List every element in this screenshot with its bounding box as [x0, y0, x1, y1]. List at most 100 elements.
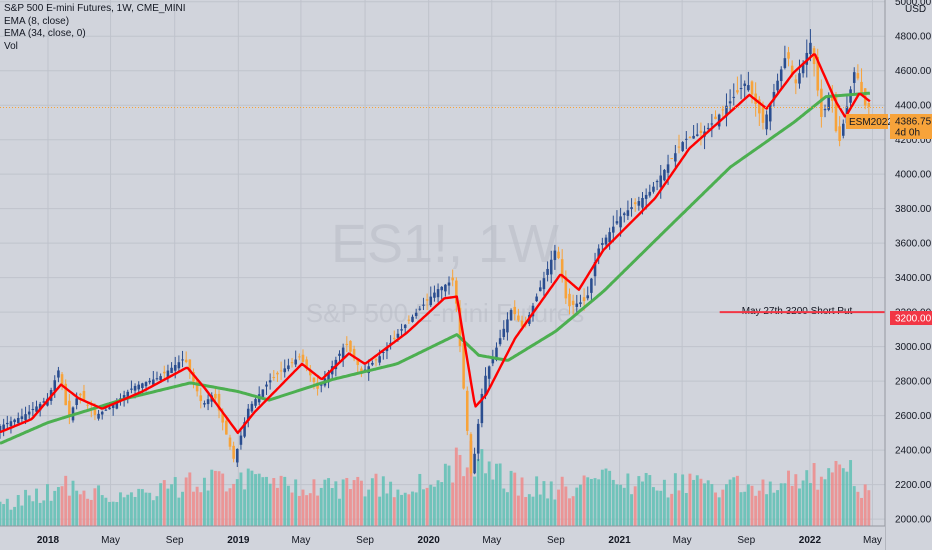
candle-body	[97, 413, 100, 419]
candle-body	[852, 72, 856, 83]
candle-body	[141, 383, 144, 388]
volume-bar	[619, 484, 623, 526]
volume-bar	[24, 489, 28, 526]
volume-bar	[140, 489, 144, 526]
volume-bar	[790, 485, 794, 526]
volume-bar	[27, 495, 31, 526]
candle-body	[586, 295, 590, 299]
candle-body	[491, 356, 495, 364]
volume-bar	[381, 476, 385, 526]
volume-bar	[2, 504, 6, 526]
legend-volume[interactable]: Vol	[4, 40, 18, 52]
candle-body	[776, 80, 779, 91]
volume-bar	[830, 472, 834, 526]
candle-body	[177, 362, 181, 369]
candle-body	[184, 359, 188, 363]
candle-body	[38, 403, 42, 411]
volume-bar	[852, 486, 856, 526]
volume-bar	[542, 481, 546, 526]
legend-ema-fast[interactable]: EMA (8, close)	[4, 15, 70, 27]
candle-body	[385, 347, 389, 352]
volume-bar	[254, 474, 257, 526]
volume-bar	[524, 497, 528, 526]
candle-body	[648, 191, 652, 196]
volume-bar	[9, 509, 13, 526]
candle-body	[79, 393, 82, 396]
candle-body	[553, 250, 557, 261]
candle-body	[842, 123, 845, 136]
volume-bar	[352, 480, 356, 526]
price-axis-bg	[885, 0, 932, 550]
volume-bar	[359, 480, 363, 526]
volume-bar	[166, 488, 170, 526]
candle-body	[411, 316, 414, 322]
candle-body	[626, 210, 630, 216]
volume-bar	[856, 491, 860, 526]
price-tick-label: 4600.00	[895, 66, 932, 77]
volume-bar	[549, 481, 553, 526]
volume-bar	[31, 501, 35, 526]
volume-bar	[407, 494, 411, 526]
legend-symbol[interactable]: S&P 500 E-mini Futures, 1W, CME_MINI	[4, 3, 186, 14]
time-tick-label: Sep	[737, 535, 755, 546]
time-tick-label: 2018	[37, 535, 60, 546]
price-axis[interactable]: 2000.00 2200.00 2400.00 2600.00 2800.00 3000.…	[884, 0, 932, 550]
volume-bar	[659, 490, 663, 526]
candle-body	[560, 259, 564, 279]
short-put-line[interactable]: May 27th 3200 Short Put	[719, 306, 885, 317]
candle-body	[159, 376, 162, 381]
candle-body	[685, 138, 688, 140]
candle-body	[641, 198, 644, 208]
candle-body	[615, 221, 619, 224]
volume-bar	[571, 496, 575, 526]
candle-body	[268, 380, 272, 383]
volume-bar	[845, 471, 849, 526]
volume-bar	[867, 490, 871, 526]
candle-body	[407, 319, 411, 321]
candle-body	[100, 411, 104, 415]
candle-body	[261, 389, 265, 397]
candle-body	[827, 95, 830, 110]
volume-bar	[754, 495, 758, 526]
time-tick-label: 2021	[608, 535, 631, 546]
volume-bar	[644, 472, 648, 526]
ema-8-line	[0, 53, 871, 435]
volume-bar	[535, 476, 539, 526]
volume-bar	[476, 459, 480, 526]
candle-body	[396, 333, 400, 338]
price-badges: 3200.00 ESM2022 4386.75 4d 0h	[846, 114, 932, 325]
volume-bar	[327, 478, 331, 526]
candle-body	[458, 307, 462, 347]
candle-body	[666, 164, 670, 173]
candle-body	[739, 88, 743, 90]
volume-bar	[706, 480, 710, 526]
volume-bar	[129, 492, 133, 526]
candle-body	[290, 362, 294, 364]
candle-body	[133, 385, 137, 391]
candle-body	[860, 81, 863, 95]
candle-body	[838, 126, 841, 141]
candle-body	[82, 390, 86, 401]
candle-body	[236, 448, 239, 463]
candle-body	[9, 421, 13, 427]
level-badge-bg	[890, 311, 932, 325]
legend-ema-slow[interactable]: EMA (34, close, 0)	[4, 28, 86, 39]
volume-bar	[630, 494, 634, 526]
candle-body	[108, 407, 111, 410]
candle-body	[298, 356, 301, 358]
candle-body	[451, 277, 454, 281]
volume-bar	[732, 477, 736, 526]
volume-bar	[429, 484, 433, 526]
time-axis[interactable]: 2018 May Sep 2019 May Sep 2020 May Sep 2021 May Sep…	[0, 525, 885, 550]
candle-body	[476, 423, 480, 454]
volume-bar	[473, 476, 477, 526]
chart-legend: S&P 500 E-mini Futures, 1W, CME_MINI EMA…	[4, 3, 186, 53]
volume-bar	[348, 489, 352, 526]
volume-bar	[334, 481, 338, 526]
candle-body	[670, 158, 673, 160]
price-tick-label: 2200.00	[895, 480, 932, 491]
candle-body	[487, 366, 491, 379]
volume-bar	[56, 487, 60, 526]
volume-bar	[684, 492, 688, 526]
